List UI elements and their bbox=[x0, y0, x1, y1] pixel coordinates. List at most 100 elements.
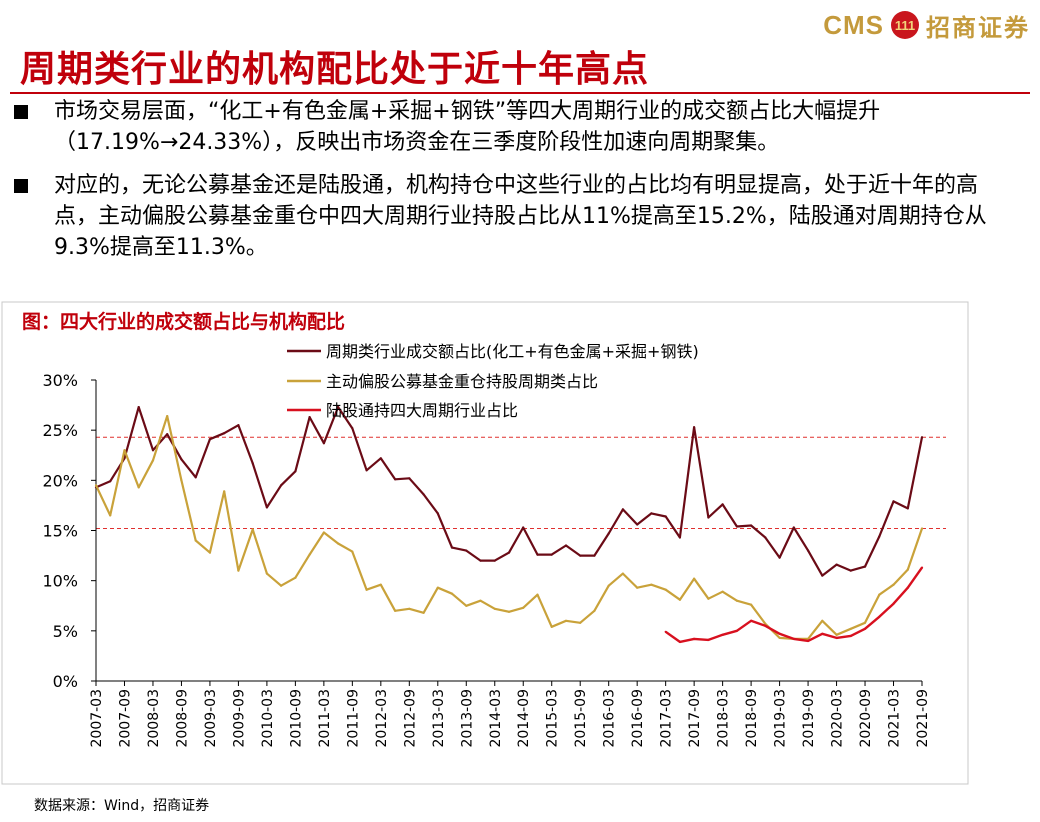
data-point bbox=[536, 553, 539, 556]
data-point bbox=[180, 458, 183, 461]
legend-label-3: 陆股通持四大周期行业占比 bbox=[326, 401, 518, 420]
x-tick-label: 2016-03 bbox=[602, 689, 618, 748]
data-point bbox=[436, 586, 439, 589]
data-point bbox=[835, 636, 838, 639]
data-point bbox=[294, 470, 297, 473]
series-line-2 bbox=[95, 414, 924, 640]
data-point bbox=[365, 469, 368, 472]
data-point bbox=[849, 627, 852, 630]
data-point bbox=[750, 603, 753, 606]
brand-badge-icon: 111 bbox=[891, 11, 919, 39]
x-tick-label: 2012-09 bbox=[402, 689, 418, 748]
bullet-text: 对应的，无论公募基金还是陆股通，机构持仓中这些行业的占比均有明显提高，处于近十年… bbox=[54, 173, 987, 260]
data-point bbox=[920, 436, 924, 439]
data-point bbox=[479, 559, 482, 562]
x-tick-label: 2015-09 bbox=[573, 689, 589, 748]
data-point bbox=[821, 574, 824, 577]
brand-cms-text: CMS bbox=[823, 9, 884, 40]
data-point bbox=[693, 637, 696, 640]
data-point bbox=[693, 426, 696, 429]
data-point bbox=[280, 584, 283, 587]
x-tick-label: 2012-03 bbox=[374, 689, 390, 748]
x-tick-label: 2008-09 bbox=[174, 689, 190, 748]
data-point bbox=[507, 551, 511, 554]
data-point bbox=[564, 544, 568, 547]
data-point bbox=[906, 568, 909, 571]
bullet-point-2: 对应的，无论公募基金还是陆股通，机构持仓中这些行业的占比均有明显提高，处于近十年… bbox=[14, 170, 1014, 263]
data-point bbox=[892, 583, 895, 586]
data-point bbox=[878, 615, 881, 618]
data-point bbox=[863, 565, 867, 568]
data-point bbox=[849, 569, 852, 572]
data-point bbox=[778, 636, 781, 639]
brand-logo: CMS 111 招商证券 bbox=[823, 8, 1030, 42]
data-point bbox=[664, 588, 667, 591]
data-point bbox=[664, 630, 667, 633]
data-point bbox=[764, 624, 767, 627]
x-tick-label: 2013-09 bbox=[459, 689, 475, 748]
data-point bbox=[337, 406, 340, 409]
x-tick-label: 2008-03 bbox=[146, 689, 162, 748]
data-point bbox=[536, 593, 539, 596]
data-point bbox=[821, 619, 824, 622]
data-point bbox=[137, 486, 140, 489]
data-point bbox=[280, 484, 283, 487]
data-point bbox=[750, 619, 753, 622]
data-point bbox=[621, 508, 625, 511]
data-point bbox=[650, 583, 653, 586]
series-line-3 bbox=[665, 566, 923, 644]
chart-title: 图：四大行业的成交额占比与机构配比 bbox=[22, 310, 345, 333]
data-point bbox=[564, 619, 568, 622]
y-tick-label: 30% bbox=[42, 371, 78, 390]
data-point bbox=[450, 546, 454, 549]
data-point bbox=[522, 606, 525, 609]
data-point bbox=[920, 566, 924, 569]
y-tick-label: 0% bbox=[53, 672, 78, 691]
x-tick-label: 2021-09 bbox=[915, 689, 931, 748]
data-point bbox=[821, 632, 824, 635]
data-point bbox=[151, 459, 155, 462]
data-point bbox=[180, 479, 183, 482]
data-point bbox=[579, 554, 582, 557]
data-point bbox=[750, 524, 753, 527]
data-point bbox=[678, 536, 682, 539]
data-point bbox=[379, 583, 382, 586]
data-point bbox=[265, 506, 268, 509]
data-point bbox=[194, 476, 197, 479]
data-point bbox=[308, 553, 311, 556]
data-point bbox=[322, 442, 325, 445]
svg-text:111: 111 bbox=[895, 18, 915, 33]
x-tick-label: 2011-09 bbox=[345, 689, 361, 748]
y-tick-label: 15% bbox=[42, 522, 78, 541]
data-point bbox=[265, 572, 268, 575]
data-point bbox=[550, 625, 553, 628]
data-point bbox=[920, 527, 924, 530]
bullet-square-icon bbox=[14, 179, 28, 193]
data-point bbox=[636, 523, 639, 526]
data-point bbox=[151, 449, 155, 452]
data-point bbox=[408, 607, 411, 610]
x-tick-label: 2021-03 bbox=[887, 689, 903, 748]
line-chart: 图：四大行业的成交额占比与机构配比 0% 5% 10% 15% 20% 25% 30% 200… bbox=[1, 301, 969, 785]
data-point bbox=[109, 480, 112, 483]
data-point bbox=[878, 535, 881, 538]
data-point bbox=[721, 590, 724, 593]
data-point bbox=[237, 424, 240, 427]
x-tick-label: 2011-03 bbox=[317, 689, 333, 748]
data-point bbox=[906, 507, 909, 510]
y-tick-label: 10% bbox=[42, 572, 78, 591]
data-point bbox=[436, 512, 439, 515]
x-tick-label: 2009-03 bbox=[203, 689, 219, 748]
data-point bbox=[379, 457, 382, 460]
y-tick-label: 5% bbox=[53, 622, 78, 641]
x-tick-label: 2017-09 bbox=[687, 689, 703, 748]
data-point bbox=[721, 633, 724, 636]
data-point bbox=[849, 634, 852, 637]
data-point bbox=[450, 592, 454, 595]
data-point bbox=[137, 406, 140, 409]
data-point bbox=[493, 559, 496, 562]
data-point bbox=[892, 602, 895, 605]
y-tick-label: 20% bbox=[42, 471, 78, 490]
data-point bbox=[778, 556, 781, 559]
data-point bbox=[792, 526, 795, 529]
